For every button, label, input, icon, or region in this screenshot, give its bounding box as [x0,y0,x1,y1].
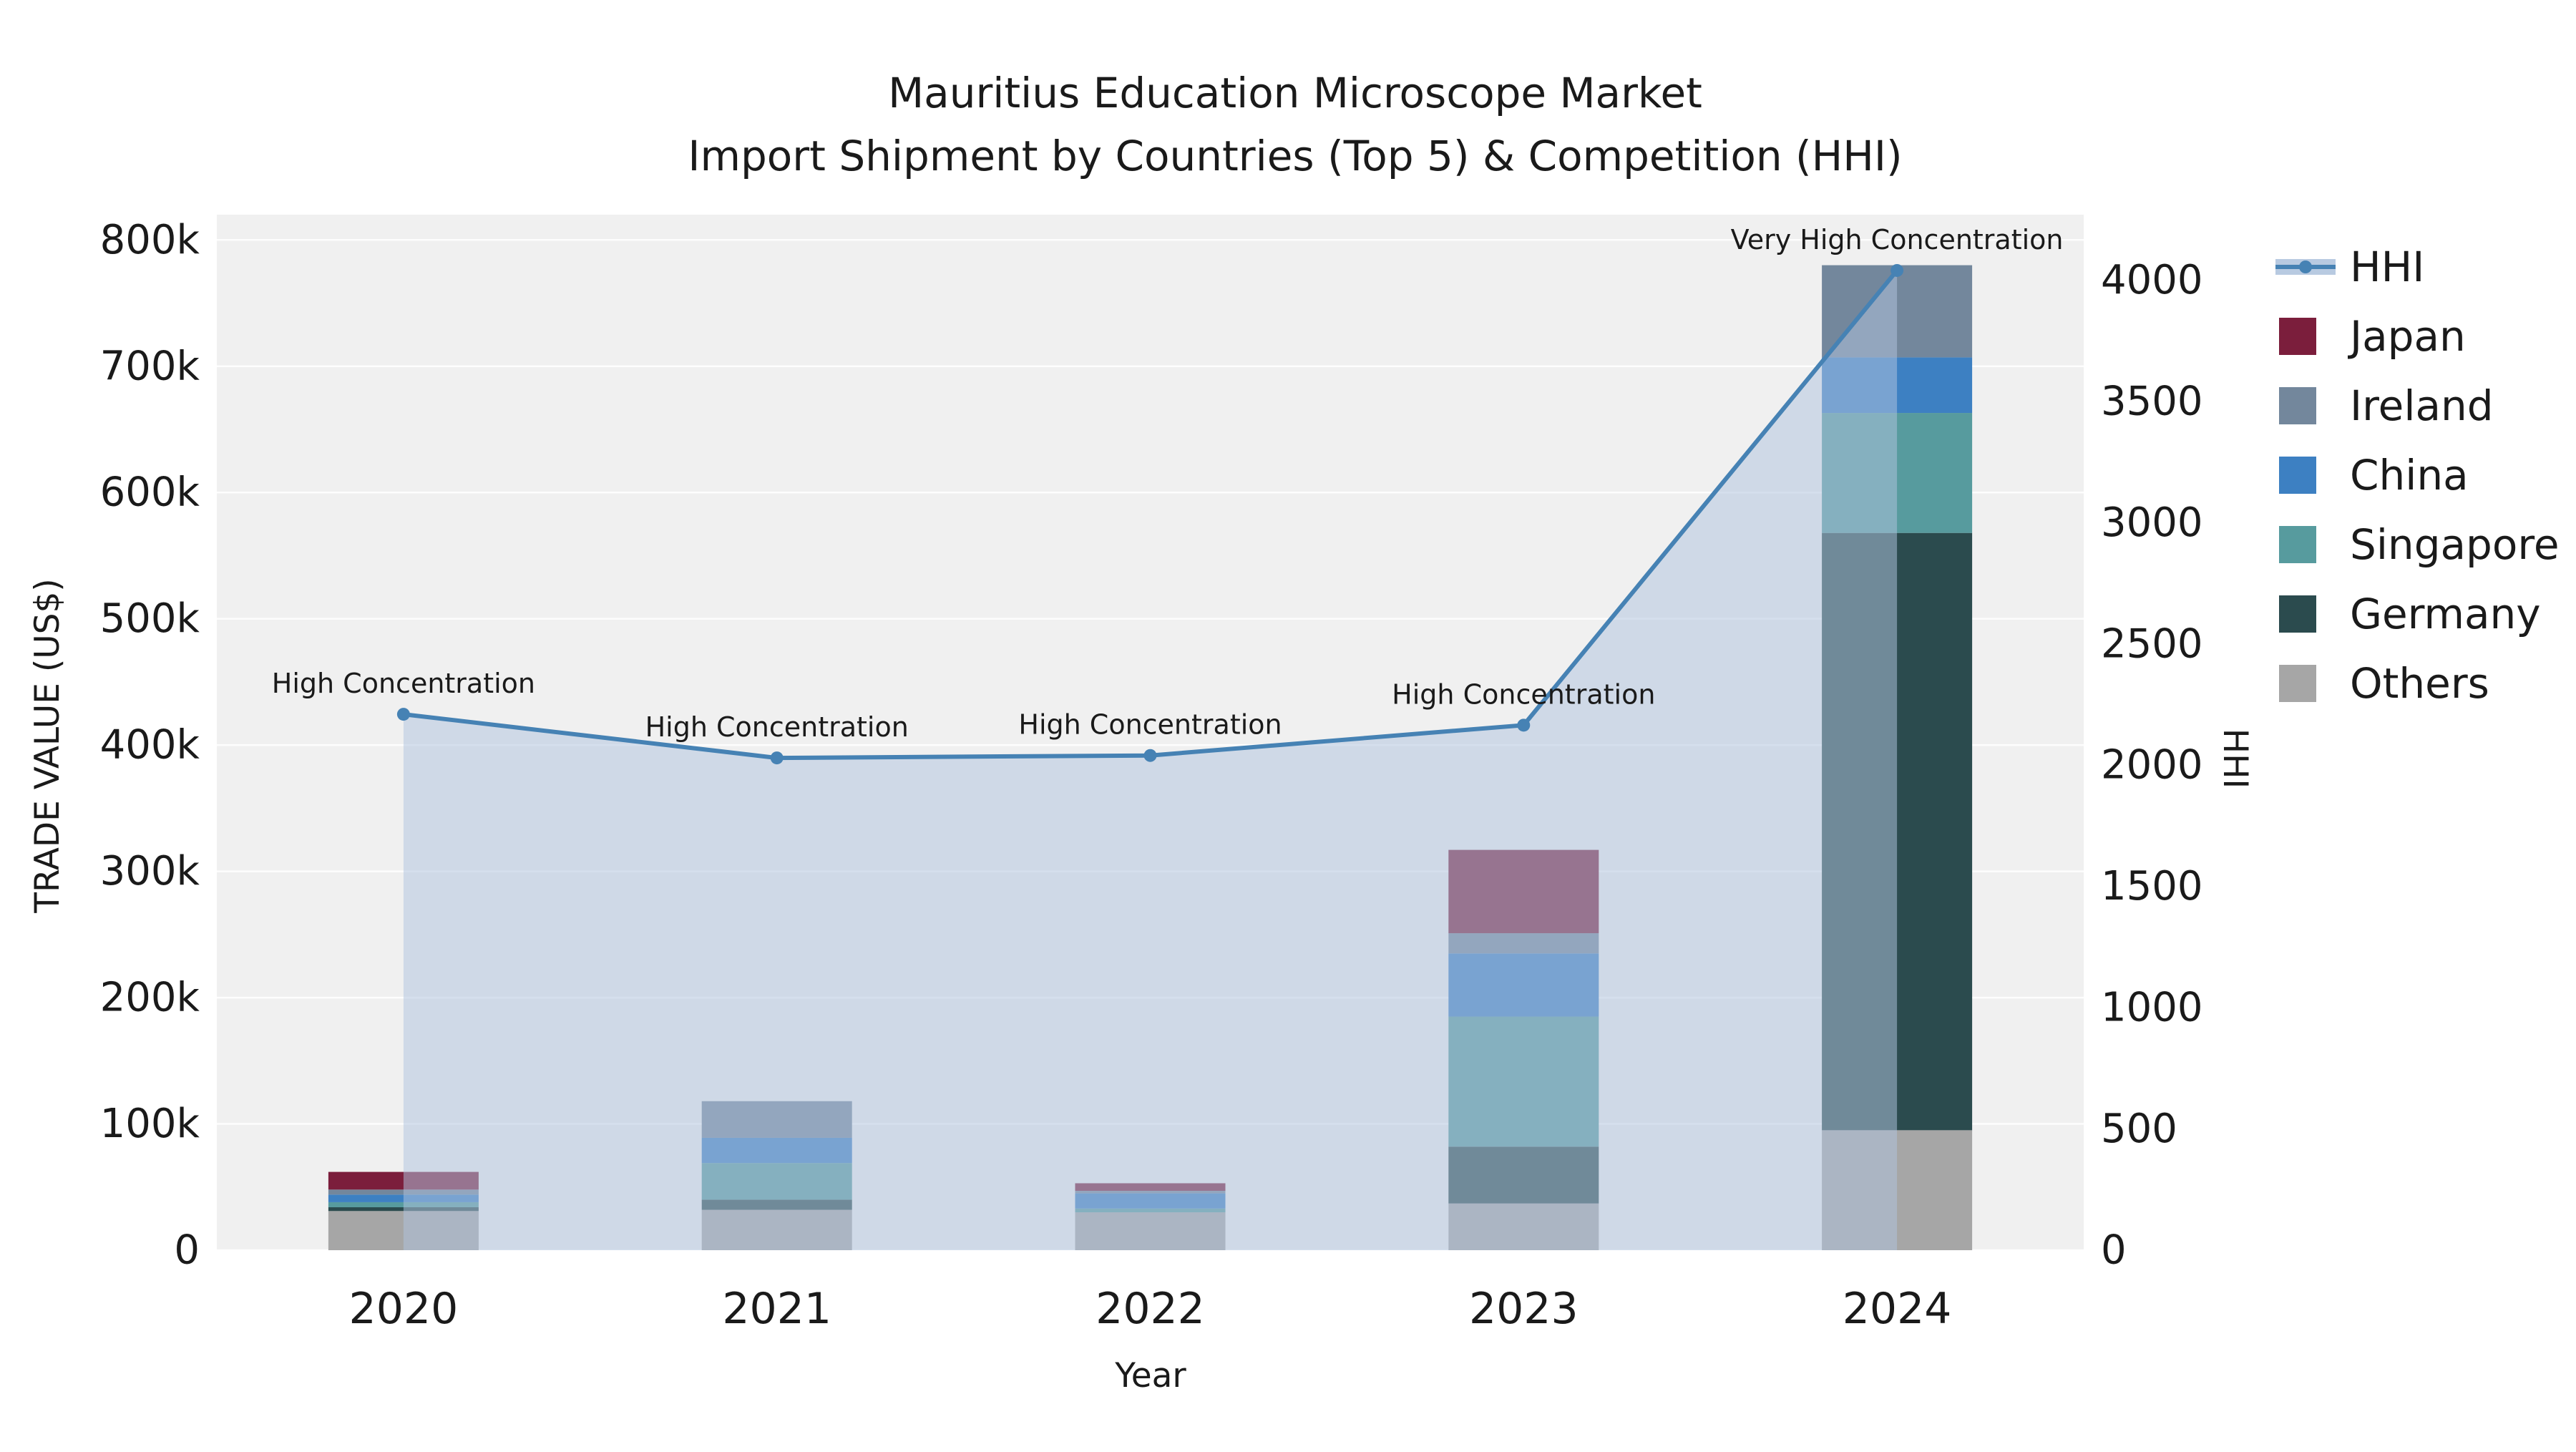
hhi-point-2023 [1517,718,1531,732]
legend-swatch-others [2279,665,2316,702]
x-tick-2021: 2021 [722,1284,831,1334]
legend-item-hhi: HHI [2275,243,2424,291]
x-axis-title: Year [1114,1356,1186,1395]
y-right-axis-title: HHI [2215,729,2255,789]
legend-swatch-ireland [2279,387,2316,424]
y-right-tick-1500: 1500 [2101,863,2203,910]
annotation-2023: High Concentration [1392,678,1655,710]
y-left-tick-500k: 500k [100,595,200,642]
y-left-tick-300k: 300k [100,848,200,895]
legend-item-ireland: Ireland [2279,381,2494,430]
legend-label-others: Others [2350,659,2489,708]
legend-swatch-japan [2279,318,2316,355]
legend-swatch-china [2279,457,2316,494]
y-left-tick-400k: 400k [100,722,200,769]
y-left-tick-0: 0 [174,1227,200,1274]
y-left-tick-700k: 700k [100,343,200,389]
legend-item-china: China [2279,451,2469,500]
legend: HHI Japan Ireland China Singapore Germany Othe… [2275,243,2560,708]
y-left-tick-600k: 600k [100,469,200,516]
y-right-tick-0: 0 [2101,1227,2127,1274]
y-left-axis-title: TRADE VALUE (US$) [28,578,67,913]
chart-title: Mauritius Education Microscope Market [888,69,1702,117]
y-right-tick-2500: 2500 [2101,620,2203,667]
legend-item-germany: Germany [2279,590,2541,638]
y-right-tick-1000: 1000 [2101,985,2203,1031]
y-right-tick-4000: 4000 [2101,257,2203,303]
legend-label-china: China [2350,451,2469,500]
legend-item-singapore: Singapore [2279,520,2560,569]
y-right-tick-500: 500 [2101,1106,2177,1152]
legend-label-germany: Germany [2350,590,2541,638]
hhi-point-2021 [770,751,784,765]
y-right-tick-3000: 3000 [2101,500,2203,546]
legend-swatch-hhi-marker [2299,260,2312,273]
y-left-tick-100k: 100k [100,1101,200,1147]
annotation-2022: High Concentration [1018,709,1282,741]
chart-subtitle: Import Shipment by Countries (Top 5) & C… [688,132,1902,180]
x-tick-2024: 2024 [1843,1284,1952,1334]
legend-label-japan: Japan [2348,312,2466,361]
legend-label-singapore: Singapore [2350,520,2560,569]
legend-item-others: Others [2279,659,2489,708]
x-tick-2020: 2020 [349,1284,459,1334]
legend-label-ireland: Ireland [2350,381,2494,430]
plot-area: High Concentration High Concentration High… [100,215,2203,1334]
hhi-point-2022 [1143,749,1157,762]
annotation-2021: High Concentration [645,711,909,743]
legend-swatch-singapore [2279,526,2316,563]
legend-item-japan: Japan [2279,312,2466,361]
annotation-2024: Very High Concentration [1731,224,2064,255]
y-left-tick-800k: 800k [100,217,200,263]
x-tick-2023: 2023 [1469,1284,1579,1334]
y-right-tick-3500: 3500 [2101,378,2203,424]
legend-label-hhi: HHI [2350,243,2424,291]
x-tick-2022: 2022 [1096,1284,1205,1334]
y-right-tick-2000: 2000 [2101,742,2203,789]
hhi-point-2020 [396,708,410,721]
annotation-2020: High Concentration [272,668,535,699]
hhi-point-2024 [1890,263,1904,277]
legend-swatch-germany [2279,595,2316,633]
y-left-tick-200k: 200k [100,975,200,1021]
